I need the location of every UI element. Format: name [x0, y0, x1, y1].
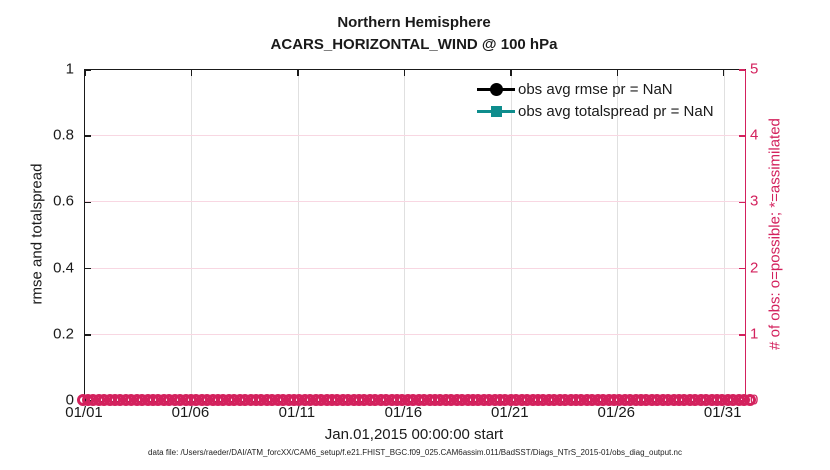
chart-title: Northern Hemisphere ACARS_HORIZONTAL_WIN… [84, 12, 744, 56]
chart-title-line1: Northern Hemisphere [337, 14, 491, 31]
legend: obs avg rmse pr = NaN obs avg totalspread… [477, 78, 714, 122]
chart-title-line2: ACARS_HORIZONTAL_WIND @ 100 hPa [270, 36, 558, 53]
y-gridline [85, 333, 745, 335]
x-tick-mark-top [297, 70, 299, 76]
x-tick-mark-top [510, 70, 512, 76]
left-y-tick-mark [85, 69, 91, 71]
x-tick-label: 01/01 [65, 404, 103, 421]
left-y-axis-label: rmse and totalspread [28, 163, 46, 305]
x-tick-mark-top [403, 70, 406, 76]
data-file-caption: data file: /Users/raeder/DAI/ATM_forcXX/… [148, 448, 682, 457]
y-gridline [85, 267, 745, 269]
legend-item: obs avg totalspread pr = NaN [477, 100, 714, 122]
left-y-tick-label: 0.8 [53, 126, 74, 144]
x-gridline [723, 70, 725, 401]
right-y-tick-mark [739, 135, 745, 137]
right-y-tick-mark [739, 69, 745, 71]
right-y-tick-mark [739, 334, 745, 336]
legend-label: obs avg totalspread pr = NaN [518, 102, 714, 120]
x-tick-mark-top [84, 70, 86, 76]
x-tick-mark-top [616, 70, 618, 76]
left-y-tick-label: 0.2 [53, 325, 74, 343]
left-y-tick-label: 0.6 [53, 192, 74, 210]
x-tick-mark-top [190, 70, 193, 76]
left-y-tick-mark [85, 135, 91, 137]
x-gridline [404, 70, 406, 401]
x-tick-mark-top [722, 70, 725, 76]
plot-area: obs avg rmse pr = NaN obs avg totalspread… [76, 69, 756, 406]
right-y-tick-mark [739, 267, 745, 270]
x-axis-label: Jan.01,2015 00:00:00 start [324, 426, 504, 443]
x-tick-label: 01/11 [278, 404, 316, 421]
right-y-tick-label: 4 [750, 126, 759, 144]
x-gridline [510, 70, 512, 401]
left-y-tick-label: 0 [65, 391, 74, 409]
obs-possible-marker [743, 394, 756, 406]
left-y-tick-label: 1 [65, 60, 74, 78]
legend-dot [490, 83, 503, 96]
legend-square-marker-icon [477, 100, 515, 122]
y-gridline [85, 135, 745, 137]
x-tick-label: 01/26 [597, 404, 636, 421]
x-gridline [617, 70, 619, 401]
right-y-tick-label: 3 [750, 192, 759, 210]
right-y-tick-label: 1 [750, 325, 759, 343]
right-y-tick-label: 5 [750, 60, 759, 78]
right-y-tick-mark [739, 201, 745, 204]
legend-item: obs avg rmse pr = NaN [477, 78, 714, 100]
right-y-tick-label: 2 [750, 259, 759, 277]
legend-circle-marker-icon [477, 78, 515, 100]
left-y-tick-mark [85, 334, 91, 336]
left-y-tick-mark [85, 267, 91, 270]
x-gridline [297, 70, 299, 401]
x-gridline [191, 70, 193, 401]
y-gridline [85, 201, 745, 203]
x-tick-label: 01/16 [384, 404, 423, 421]
left-y-tick-mark [85, 201, 91, 204]
right-y-axis-label: # of obs: o=possible; *=assimilated [766, 118, 784, 350]
x-tick-label: 01/21 [491, 404, 529, 421]
x-tick-label: 01/06 [171, 404, 210, 421]
obs-count-marker-band [76, 394, 757, 407]
left-y-tick-label: 0.4 [53, 259, 74, 277]
x-tick-label: 01/31 [703, 404, 742, 421]
legend-label: obs avg rmse pr = NaN [518, 80, 673, 98]
legend-square [491, 106, 502, 117]
